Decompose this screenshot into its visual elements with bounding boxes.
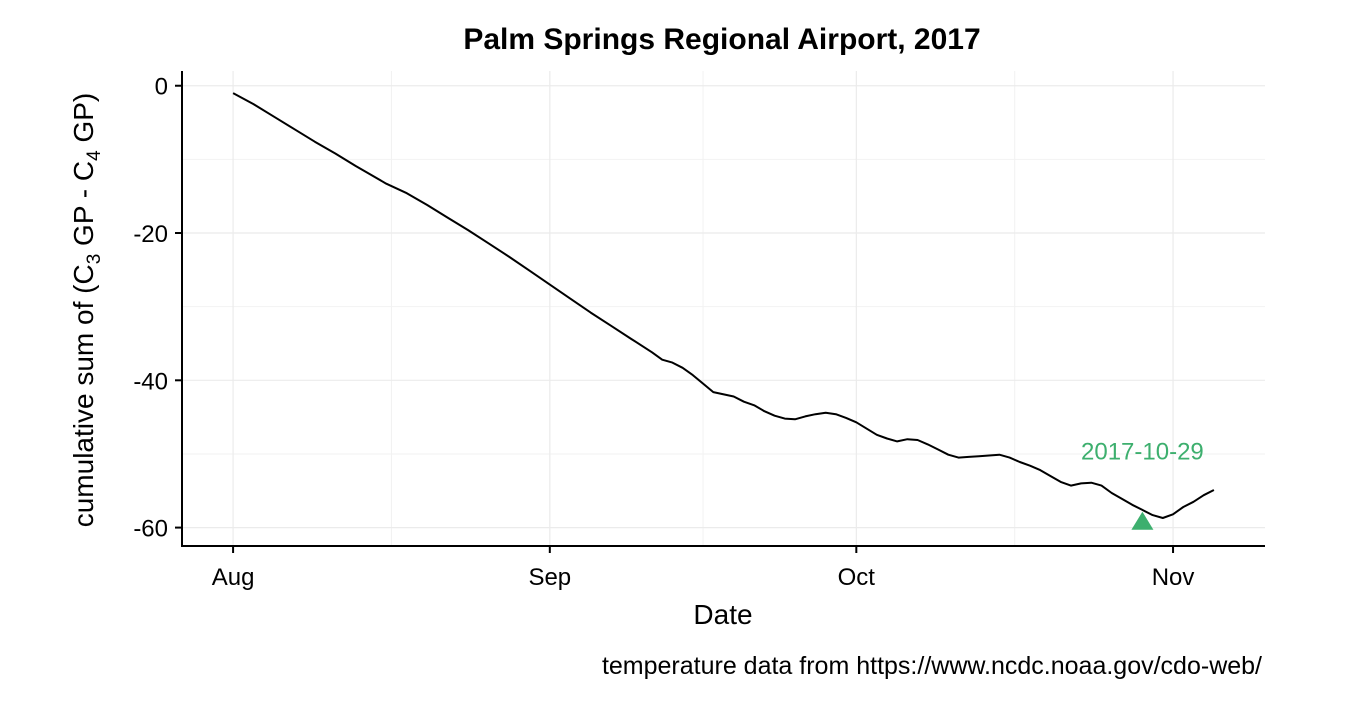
x-axis-label: Date — [693, 599, 752, 630]
y-tick-label: -20 — [133, 221, 168, 248]
y-tick-label: -60 — [133, 516, 168, 543]
data-source-caption: temperature data from https://www.ncdc.n… — [602, 652, 1262, 680]
annotation-label: 2017-10-29 — [1081, 439, 1204, 466]
x-tick-label: Aug — [212, 564, 255, 591]
chart-title: Palm Springs Regional Airport, 2017 — [463, 23, 980, 56]
y-tick-label: -40 — [133, 368, 168, 395]
y-tick-label: 0 — [155, 74, 168, 101]
grid — [182, 71, 1265, 546]
x-tick-label: Nov — [1152, 564, 1195, 591]
minimum-marker — [1131, 511, 1154, 530]
ticks: Aug Sep Oct Nov 0 -20 -40 -60 — [133, 74, 1194, 591]
x-tick-label: Oct — [838, 564, 876, 591]
series-line — [232, 92, 1215, 519]
y-axis-label: cumulative sum of (C3 GP - C4 GP) — [68, 93, 105, 528]
axes — [181, 71, 1265, 547]
x-tick-label: Sep — [528, 564, 571, 591]
